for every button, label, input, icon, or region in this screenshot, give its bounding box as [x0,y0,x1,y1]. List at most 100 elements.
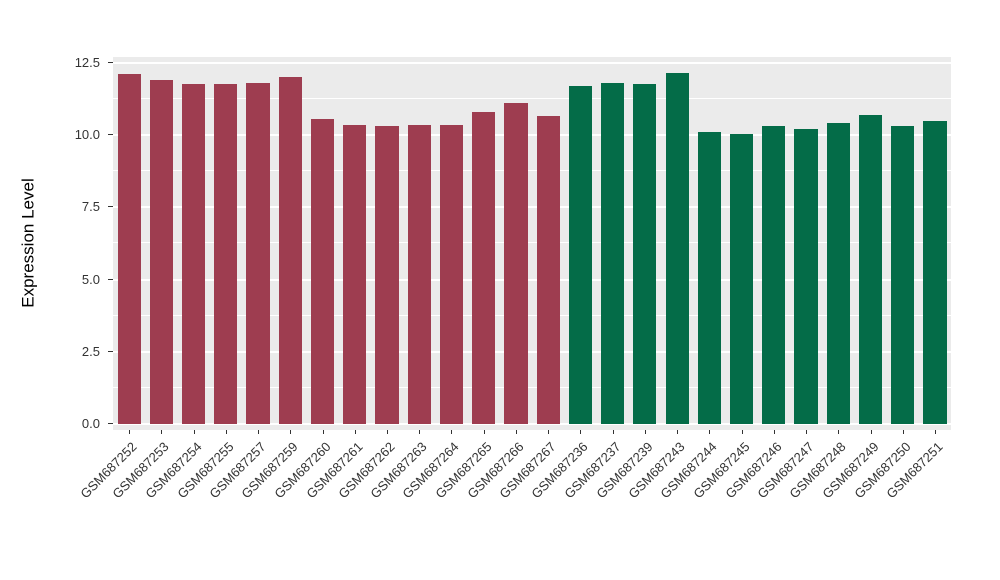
bar-slot [822,57,854,430]
gridline-major [113,278,951,281]
x-tick-mark [612,430,614,434]
bar-GSM687249 [858,114,883,424]
gridline-major [113,423,951,425]
x-tick-mark [515,430,517,434]
bar-GSM687252 [117,74,141,424]
x-tick-mark [806,430,808,434]
x-cell: GSM687248 [787,430,854,570]
x-tick-mark [580,430,582,434]
gridline-major [113,206,951,209]
bar-GSM687245 [729,133,754,424]
x-tick-mark [129,430,131,434]
bar-GSM687254 [181,84,206,424]
bar-GSM687251 [923,120,947,424]
x-cell: GSM687251 [883,430,951,570]
y-tick-label: 12.5 [74,54,100,70]
y-axis-tick-marks [108,57,113,430]
bar-GSM687262 [375,126,399,424]
x-cell: GSM687243 [625,430,693,570]
bar-slot [435,57,467,430]
bar-slot [500,57,532,430]
y-tick-mark [108,350,113,352]
gridline-minor [113,314,951,316]
x-cell: GSM687237 [561,430,629,570]
x-cell: GSM687261 [303,430,371,570]
x-cell: GSM687244 [658,430,725,570]
x-cell: GSM687253 [110,430,177,570]
bars-container [113,57,951,430]
gridline-minor [113,242,951,244]
bar-slot [306,57,338,430]
bar-slot [887,57,919,430]
y-tick-mark [108,278,113,280]
bar-GSM687263 [407,124,431,424]
bar-slot [564,57,596,430]
x-cell: GSM687246 [722,430,790,570]
bar-GSM687239 [633,84,657,424]
bar-GSM687246 [762,126,786,424]
bar-GSM687236 [568,85,592,424]
bar-GSM687265 [472,111,496,424]
x-tick-mark [548,430,550,434]
x-tick-mark [419,430,421,434]
y-tick-mark [108,134,113,135]
x-cell: GSM687260 [271,430,338,570]
y-tick-label: 10.0 [74,127,100,142]
x-tick-mark [870,430,872,434]
x-cell: GSM687264 [400,430,467,570]
x-tick-mark [322,430,324,434]
x-tick-mark [451,430,453,434]
bar-GSM687267 [536,116,560,424]
bar-slot [339,57,371,430]
x-tick-mark [677,430,679,434]
x-cell: GSM687252 [78,430,145,570]
x-tick-mark [290,430,292,434]
bar-slot [661,57,693,430]
bar-GSM687253 [149,80,173,424]
y-tick-label: 5.0 [81,271,100,287]
x-cell: GSM687263 [368,430,435,570]
x-tick-mark [838,430,840,434]
bar-slot [468,57,500,430]
x-cell: GSM687249 [819,430,886,570]
x-tick-mark [386,430,388,434]
y-axis-tick-labels: 0.0 2.5 5.0 7.5 10.0 12.5 [0,54,104,431]
x-cell: GSM687250 [851,430,919,570]
bar-GSM687266 [504,103,528,424]
bar-GSM687244 [697,132,721,424]
y-tick-mark [108,61,113,63]
bar-slot [113,57,145,430]
y-tick-label: 7.5 [81,199,100,215]
bar-slot [693,57,725,430]
x-tick-mark [644,430,646,434]
bar-GSM687260 [310,119,335,424]
y-tick-label: 2.5 [81,343,100,359]
plot-panel [113,57,951,430]
bar-slot [758,57,790,430]
bar-slot [274,57,306,430]
x-cell: GSM687257 [206,430,274,570]
gridline-major [113,134,951,136]
bar-slot [371,57,403,430]
gridline-minor [113,97,951,99]
x-tick-mark [161,430,163,434]
y-tick-mark [108,423,113,424]
bar-GSM687264 [439,124,464,424]
bar-GSM687247 [794,129,818,424]
gridline-major [113,61,951,64]
bar-GSM687248 [826,123,850,424]
bar-GSM687250 [891,126,915,424]
bar-GSM687243 [665,72,689,424]
x-cell: GSM687267 [497,430,564,570]
bar-slot [532,57,564,430]
bar-slot [145,57,177,430]
bar-slot [177,57,209,430]
x-tick-mark [902,430,904,434]
x-tick-mark [193,430,195,434]
bar-slot [629,57,661,430]
bar-slot [242,57,274,430]
x-axis-labels: GSM687252 GSM687253 GSM687254 GSM687255 GSM6… [78,430,951,570]
bar-slot [790,57,822,430]
bar-slot [919,57,951,430]
